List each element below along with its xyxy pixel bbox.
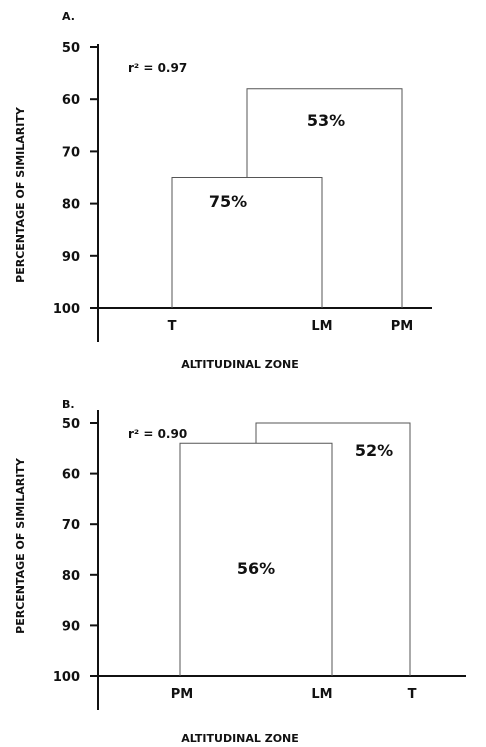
merge-similarity-label: 52% xyxy=(355,441,393,460)
leaf-label: PM xyxy=(391,319,413,334)
dendrogram-panel-a: A. r² = 0.97 50 60 70 80 90 100 PERCENTAGE OF SI… xyxy=(14,10,432,371)
merge-similarity-label: 75% xyxy=(209,192,247,211)
y-tick-label: 50 xyxy=(62,41,80,56)
y-tick-label: 100 xyxy=(53,302,80,317)
dendrogram-panel-b: B. r² = 0.90 50 60 70 80 90 100 PERCENTAGE OF SI… xyxy=(0,376,486,747)
y-axis-label: PERCENTAGE OF SIMILARITY xyxy=(14,457,27,634)
merge-similarity-label: 56% xyxy=(237,559,275,578)
x-axis-label: ALTITUDINAL ZONE xyxy=(181,732,299,745)
leaf-label: LM xyxy=(311,687,332,702)
dendrogram-svg: A. r² = 0.97 50 60 70 80 90 100 PERCENTAGE OF SI… xyxy=(14,10,432,371)
r-squared-label: r² = 0.90 xyxy=(128,427,187,441)
merge-similarity-label: 53% xyxy=(307,111,345,130)
y-tick-label: 70 xyxy=(62,518,80,533)
y-tick-label: 70 xyxy=(62,145,80,160)
r-squared-label: r² = 0.97 xyxy=(128,61,187,75)
y-tick-label: 100 xyxy=(53,670,80,685)
leaf-label: T xyxy=(168,319,177,334)
leaf-label: LM xyxy=(311,319,332,334)
y-tick-label: 90 xyxy=(62,250,80,265)
y-axis-label: PERCENTAGE OF SIMILARITY xyxy=(14,106,27,283)
panel-label: B. xyxy=(62,398,75,411)
dendrogram-bracket xyxy=(255,422,411,676)
y-tick-label: 80 xyxy=(62,569,80,584)
x-axis-label: ALTITUDINAL ZONE xyxy=(181,358,299,371)
leaf-label: PM xyxy=(171,687,193,702)
y-tick-label: 60 xyxy=(62,93,80,108)
panel-label: A. xyxy=(62,10,75,23)
dendrogram-svg: B. r² = 0.90 50 60 70 80 90 100 PERCENTAGE OF SI… xyxy=(14,398,466,745)
y-tick-label: 90 xyxy=(62,619,80,634)
y-tick-label: 60 xyxy=(62,468,80,483)
dendrogram-bracket xyxy=(246,88,403,308)
y-tick-label: 80 xyxy=(62,198,80,213)
y-tick-label: 50 xyxy=(62,417,80,432)
leaf-label: T xyxy=(408,687,417,702)
